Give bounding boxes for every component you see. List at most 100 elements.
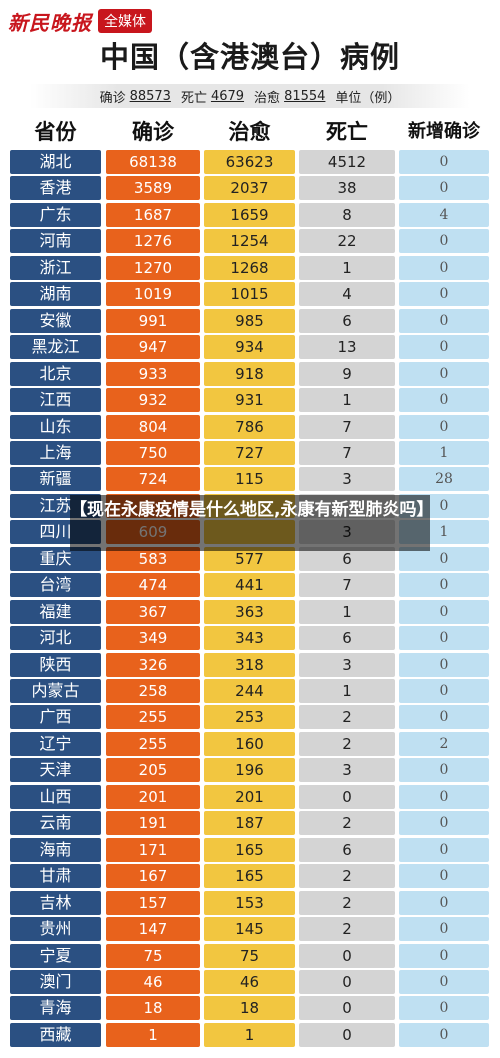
new-confirmed-cell: 0	[399, 150, 489, 174]
brand-header: 新民晚报 全媒体	[8, 8, 152, 35]
death-cell: 0	[299, 1022, 395, 1047]
confirmed-cell: 1270	[106, 255, 200, 280]
death-cell: 22	[299, 229, 395, 254]
confirmed-cell: 255	[106, 731, 200, 756]
province-cell: 安徽	[10, 308, 101, 333]
new-confirmed-cell: 0	[399, 308, 489, 333]
province-cell: 陕西	[10, 652, 101, 677]
province-cell: 吉林	[10, 890, 101, 915]
death-cell: 2	[299, 864, 395, 889]
death-cell: 3	[299, 758, 395, 783]
province-cell: 福建	[10, 599, 101, 624]
province-cell: 内蒙古	[10, 679, 101, 703]
confirmed-cell: 171	[106, 837, 200, 862]
cured-cell: 441	[204, 573, 295, 598]
table-row: 河南 1276 1254 22 0	[0, 229, 500, 254]
province-cell: 山西	[10, 784, 101, 809]
new-confirmed-cell: 0	[399, 652, 489, 677]
cured-cell: 2037	[204, 176, 295, 201]
death-cell: 6	[299, 308, 395, 333]
new-confirmed-cell: 0	[399, 255, 489, 280]
new-confirmed-cell: 4	[399, 202, 489, 227]
confirmed-cell: 750	[106, 440, 200, 465]
table-row: 甘肃 167 165 2 0	[0, 864, 500, 889]
province-cell: 广东	[10, 202, 101, 227]
confirmed-cell: 326	[106, 652, 200, 677]
table-row: 河北 349 343 6 0	[0, 626, 500, 651]
death-cell: 0	[299, 969, 395, 994]
cured-cell: 187	[204, 811, 295, 836]
table-row: 香港 3589 2037 38 0	[0, 176, 500, 201]
province-cell: 山东	[10, 414, 101, 439]
new-confirmed-cell: 0	[399, 282, 489, 307]
cured-cell: 115	[204, 467, 295, 492]
cured-cell: 145	[204, 917, 295, 942]
cured-cell: 63623	[204, 150, 295, 174]
overlay-caption: 【现在永康疫情是什么地区,永康有新型肺炎吗】	[70, 495, 433, 551]
summary-death-label: 死亡	[180, 90, 207, 106]
death-cell: 4	[299, 282, 395, 307]
cured-cell: 253	[204, 705, 295, 730]
summary-bar: 确诊 88573 死亡 4679 治愈 81554 单位（例）	[30, 84, 470, 108]
table-row: 天津 205 196 3 0	[0, 758, 500, 783]
death-cell: 1	[299, 679, 395, 703]
province-cell: 澳门	[10, 969, 101, 994]
death-cell: 6	[299, 837, 395, 862]
page-title: 中国（含港澳台）病例	[99, 40, 400, 74]
cured-cell: 160	[204, 731, 295, 756]
cured-cell: 1015	[204, 282, 295, 307]
new-confirmed-cell: 0	[399, 335, 489, 360]
death-cell: 1	[299, 599, 395, 624]
new-confirmed-cell: 0	[399, 679, 489, 703]
death-cell: 8	[299, 202, 395, 227]
new-confirmed-cell: 0	[399, 414, 489, 439]
death-cell: 3	[299, 652, 395, 677]
new-confirmed-cell: 0	[399, 943, 489, 968]
new-confirmed-cell: 0	[399, 176, 489, 201]
header-cured: 治愈	[228, 120, 271, 144]
cured-cell: 18	[204, 996, 295, 1021]
province-cell: 新疆	[10, 467, 101, 492]
summary-cured-label: 治愈	[254, 90, 281, 106]
summary-death-value: 4679	[210, 88, 245, 104]
header-new-confirmed: 新增确诊	[408, 121, 480, 142]
table-row: 广东 1687 1659 8 4	[0, 202, 500, 227]
header-death: 死亡	[326, 120, 368, 144]
confirmed-cell: 205	[106, 758, 200, 783]
death-cell: 0	[299, 943, 395, 968]
new-confirmed-cell: 0	[399, 599, 489, 624]
province-cell: 云南	[10, 811, 101, 836]
table-row: 安徽 991 985 6 0	[0, 308, 500, 333]
table-row: 陕西 326 318 3 0	[0, 652, 500, 677]
province-cell: 河南	[10, 229, 101, 254]
death-cell: 7	[299, 573, 395, 598]
confirmed-cell: 474	[106, 573, 200, 598]
summary-cured-value: 81554	[284, 88, 326, 104]
new-confirmed-cell: 0	[399, 705, 489, 730]
province-cell: 江西	[10, 388, 101, 413]
confirmed-cell: 991	[106, 308, 200, 333]
confirmed-cell: 1	[106, 1022, 200, 1047]
cured-cell: 201	[204, 784, 295, 809]
table-row: 山西 201 201 0 0	[0, 784, 500, 809]
table-row: 福建 367 363 1 0	[0, 599, 500, 624]
confirmed-cell: 804	[106, 414, 200, 439]
death-cell: 2	[299, 811, 395, 836]
table-row: 湖北 68138 63623 4512 0	[0, 150, 500, 174]
death-cell: 2	[299, 731, 395, 756]
death-cell: 1	[299, 388, 395, 413]
cured-cell: 934	[204, 335, 295, 360]
table-row: 上海 750 727 7 1	[0, 440, 500, 465]
new-confirmed-cell: 0	[399, 890, 489, 915]
death-cell: 2	[299, 917, 395, 942]
table-row: 吉林 157 153 2 0	[0, 890, 500, 915]
confirmed-cell: 724	[106, 467, 200, 492]
cured-cell: 1	[204, 1022, 295, 1047]
new-confirmed-cell: 0	[399, 229, 489, 254]
cured-cell: 1254	[204, 229, 295, 254]
table-row: 浙江 1270 1268 1 0	[0, 255, 500, 280]
new-confirmed-cell: 0	[399, 784, 489, 809]
new-confirmed-cell: 0	[399, 626, 489, 651]
cured-cell: 786	[204, 414, 295, 439]
table-row: 贵州 147 145 2 0	[0, 917, 500, 942]
